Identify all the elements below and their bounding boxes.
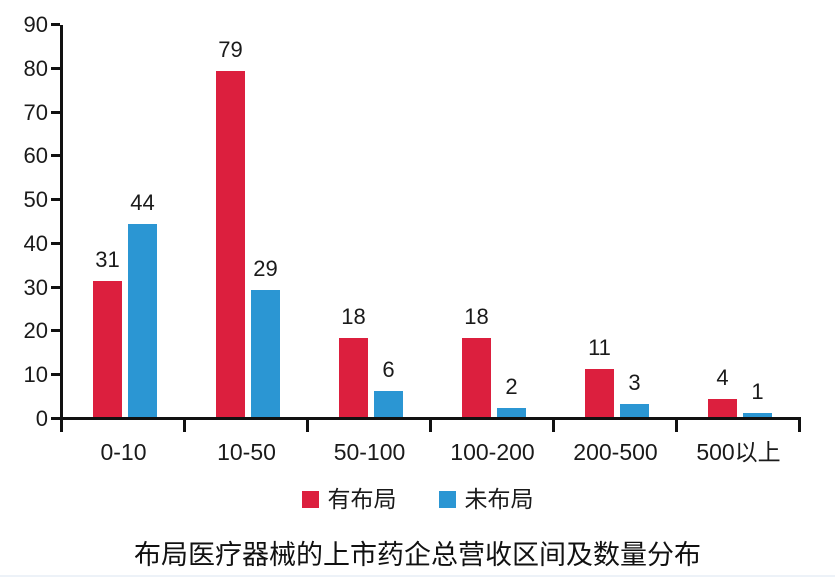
legend-label: 未布局	[464, 486, 534, 512]
bar-未布局	[374, 391, 403, 417]
bar-未布局	[743, 413, 772, 417]
legend-swatch-未布局	[438, 490, 456, 508]
bar-有布局	[585, 369, 614, 417]
y-axis-tick	[51, 373, 60, 377]
legend-item: 未布局	[438, 486, 534, 512]
y-axis-label: 80	[23, 55, 48, 81]
y-axis-tick	[51, 110, 60, 114]
bar-有布局	[339, 338, 368, 417]
y-axis-label: 60	[23, 143, 48, 169]
bar-有布局	[708, 399, 737, 417]
y-axis-tick	[51, 329, 60, 333]
x-axis-tick	[798, 420, 801, 432]
x-axis-label: 100-200	[450, 439, 535, 465]
bar-未布局	[497, 408, 526, 417]
chart-title: 布局医疗器械的上市药企总营收区间及数量分布	[134, 540, 701, 570]
bar-value-label: 79	[218, 37, 243, 62]
y-axis-tick	[51, 417, 60, 420]
y-axis-label: 10	[23, 362, 48, 388]
bar-value-label: 2	[505, 374, 518, 399]
y-axis-tick	[51, 241, 60, 245]
legend-item: 有布局	[301, 486, 397, 512]
bar-有布局	[93, 281, 122, 417]
bar-有布局	[216, 71, 245, 417]
bar-value-label: 18	[341, 304, 366, 329]
y-axis-label: 20	[23, 318, 48, 344]
y-axis-label: 0	[35, 406, 48, 431]
y-axis-label: 30	[23, 274, 48, 300]
x-axis-tick	[306, 420, 309, 432]
x-axis-label: 10-50	[217, 439, 276, 465]
y-axis-label: 70	[23, 99, 48, 125]
bar-value-label: 4	[716, 365, 729, 390]
legend-swatch-有布局	[301, 490, 319, 508]
y-axis-tick	[51, 66, 60, 70]
y-axis-tick	[51, 23, 60, 26]
legend-label: 有布局	[327, 486, 397, 512]
bar-value-label: 44	[130, 190, 155, 215]
bar-value-label: 29	[253, 256, 278, 281]
bar-value-label: 11	[588, 335, 611, 360]
x-axis-label: 50-100	[333, 439, 406, 465]
y-axis-tick	[51, 154, 60, 158]
bar-value-label: 6	[382, 357, 395, 382]
y-axis-line	[60, 25, 63, 432]
bar-未布局	[128, 224, 157, 417]
x-axis-label: 200-500	[573, 439, 658, 465]
y-axis-label: 90	[23, 12, 48, 37]
bar-有布局	[462, 338, 491, 417]
y-axis-tick	[51, 285, 60, 289]
x-axis-tick	[552, 420, 555, 432]
y-axis-tick	[51, 198, 60, 202]
x-axis-tick	[183, 420, 186, 432]
y-axis-label: 40	[23, 230, 48, 256]
x-axis-label: 500以上	[696, 439, 781, 465]
chart-legend: 有布局 未布局	[0, 486, 835, 512]
x-axis-tick	[675, 420, 678, 432]
bar-value-label: 31	[95, 247, 120, 272]
bar-value-label: 3	[628, 370, 641, 395]
x-axis-line	[60, 417, 801, 420]
bar-未布局	[620, 404, 649, 417]
x-axis-tick	[429, 420, 432, 432]
bar-value-label: 18	[464, 304, 489, 329]
y-axis-label: 50	[23, 187, 48, 213]
bottom-divider	[0, 575, 835, 577]
bar-value-label: 1	[751, 379, 764, 404]
bar-未布局	[251, 290, 280, 417]
x-axis-label: 0-10	[100, 439, 147, 465]
